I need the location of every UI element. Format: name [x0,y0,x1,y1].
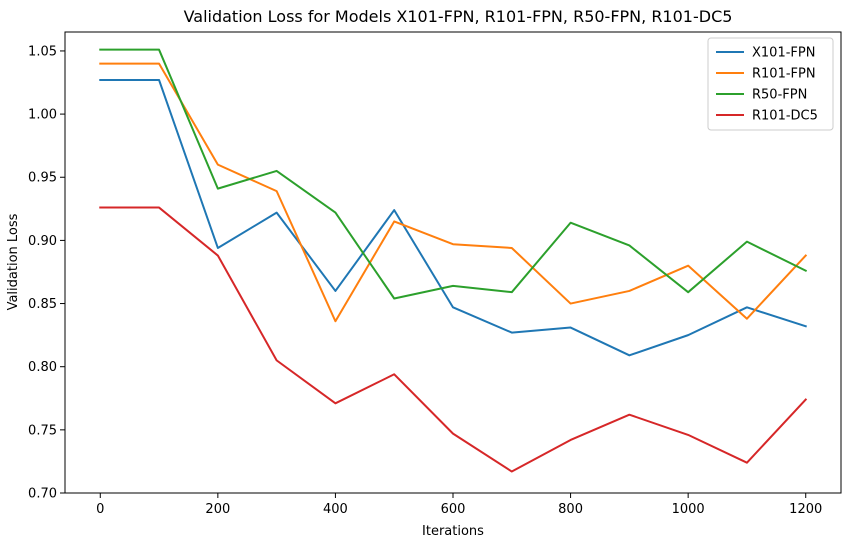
y-tick-label: 0.80 [28,360,57,375]
y-tick-label: 0.90 [28,234,57,249]
series-line-x101-fpn [99,78,807,357]
x-tick-label: 600 [441,502,466,517]
series-line-r101-fpn [99,62,808,323]
y-axis: 0.70 0.75 0.80 0.85 0.90 0.95 1.00 1.05 [28,44,65,502]
chart-title: Validation Loss for Models X101-FPN, R10… [184,7,733,26]
y-tick-label: 1.00 [28,108,57,123]
x-tick-label: 1200 [789,502,822,517]
series-layer [99,48,808,473]
y-tick-label: 0.70 [28,487,57,502]
y-tick-label: 1.05 [28,44,57,59]
x-tick-label: 200 [205,502,230,517]
y-axis-title: Validation Loss [6,213,21,310]
x-tick-label: 400 [323,502,348,517]
legend-label: R101-DC5 [752,109,818,124]
legend-label: R50-FPN [752,88,807,103]
y-tick-label: 0.95 [28,171,57,186]
y-tick-label: 0.75 [28,423,57,438]
y-tick-label: 0.85 [28,297,57,312]
legend-box [707,37,834,131]
x-axis-title: Iterations [422,524,484,539]
legend: X101-FPN R101-FPN R50-FPN R101-DC5 [707,37,834,131]
x-tick-label: 800 [558,502,583,517]
x-tick-label: 0 [96,502,104,517]
x-tick-label: 1000 [672,502,705,517]
series-line-r101-dc5 [99,206,808,473]
legend-label: R101-FPN [752,67,816,82]
legend-label: X101-FPN [752,46,815,61]
x-axis: 0 200 400 600 800 1000 1200 [96,493,822,517]
series-line-r50-fpn [99,48,808,300]
